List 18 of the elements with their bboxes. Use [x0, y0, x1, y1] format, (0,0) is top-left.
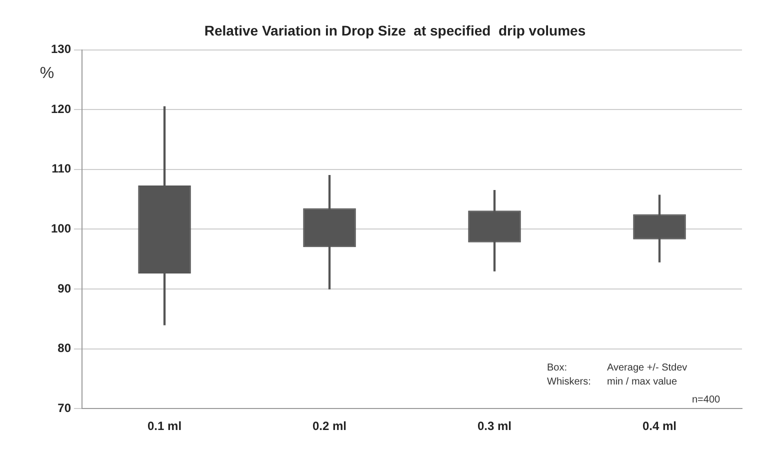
- x-tick-label: 0.1 ml: [148, 419, 182, 434]
- y-tick-label: 80: [58, 341, 72, 356]
- y-tick-label: 110: [52, 162, 72, 176]
- annotation: Whiskers:: [547, 376, 591, 388]
- y-tick-label: 100: [50, 222, 72, 236]
- x-tick-label: 0.2 ml: [312, 419, 347, 434]
- x-tick-label: 0.4 ml: [642, 419, 677, 434]
- x-tick-label: 0.3 ml: [477, 419, 512, 434]
- y-axis-title: %: [40, 64, 54, 82]
- annotation: Box:: [547, 362, 568, 374]
- annotation: n=400: [692, 394, 721, 406]
- chart-title: Relative Variation in Drop Size at specified drip volumes: [204, 22, 586, 38]
- y-tick-label: 130: [50, 42, 72, 56]
- y-tick-label: 70: [58, 400, 72, 415]
- annotation: min / max value: [607, 376, 678, 388]
- y-tick-label: 90: [58, 281, 72, 296]
- y-tick-label: 120: [50, 102, 72, 116]
- annotation: Average +/- Stdev: [607, 362, 688, 374]
